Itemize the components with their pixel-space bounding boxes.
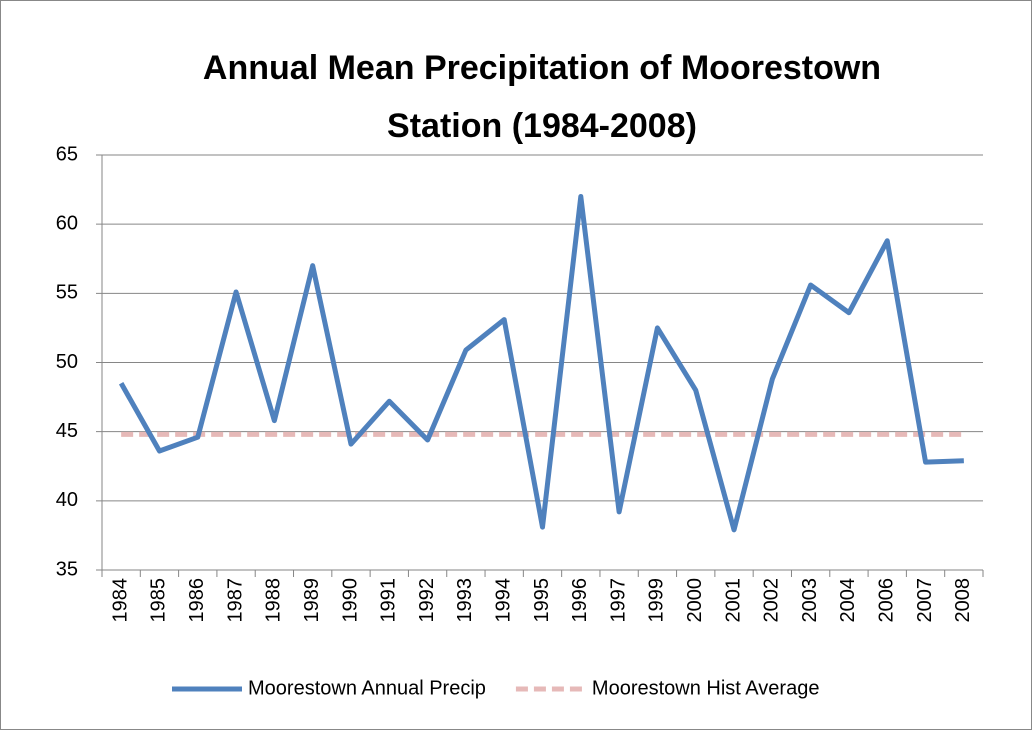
x-tick-label: 1992 xyxy=(416,578,438,623)
x-tick-label: 2008 xyxy=(952,578,974,623)
y-tick-label: 40 xyxy=(56,489,78,511)
x-tick-label: 2003 xyxy=(799,578,821,623)
x-tick-label: 1993 xyxy=(454,578,476,623)
x-tick-label: 1995 xyxy=(531,578,553,623)
x-tick-label: 1988 xyxy=(263,578,285,623)
x-tick-label: 2006 xyxy=(876,578,898,623)
x-tick-label: 1997 xyxy=(607,578,629,623)
x-tick-label: 1987 xyxy=(224,578,246,623)
x-tick-label: 2000 xyxy=(684,578,706,623)
x-tick-label: 1991 xyxy=(378,578,400,623)
x-tick-label: 2002 xyxy=(761,578,783,623)
line-series xyxy=(118,194,964,533)
x-tick-label: 2001 xyxy=(722,578,744,623)
y-tick-label: 45 xyxy=(56,420,78,442)
y-tick-label: 65 xyxy=(56,143,78,165)
y-tick-label: 50 xyxy=(56,351,78,373)
x-tick-label: 1985 xyxy=(148,578,170,623)
legend-label: Moorestown Annual Precip xyxy=(248,677,486,699)
y-tick-label: 60 xyxy=(56,212,78,234)
chart-title: Station (1984-2008) xyxy=(387,107,697,145)
y-tick-label: 55 xyxy=(56,282,78,304)
x-tick-label: 1994 xyxy=(492,578,514,623)
legend-label: Moorestown Hist Average xyxy=(592,677,820,699)
x-tick-label: 2004 xyxy=(837,578,859,623)
x-tick-label: 1986 xyxy=(186,578,208,623)
x-tick-label: 1989 xyxy=(301,578,323,623)
x-tick-label: 1999 xyxy=(646,578,668,623)
x-tick-label: 1984 xyxy=(109,578,131,623)
x-tick-label: 1996 xyxy=(569,578,591,623)
chart-title: Annual Mean Precipitation of Moorestown xyxy=(203,49,881,87)
x-tick-label: 1990 xyxy=(339,578,361,623)
x-tick-label: 2007 xyxy=(914,578,936,623)
y-tick-label: 35 xyxy=(56,558,78,580)
